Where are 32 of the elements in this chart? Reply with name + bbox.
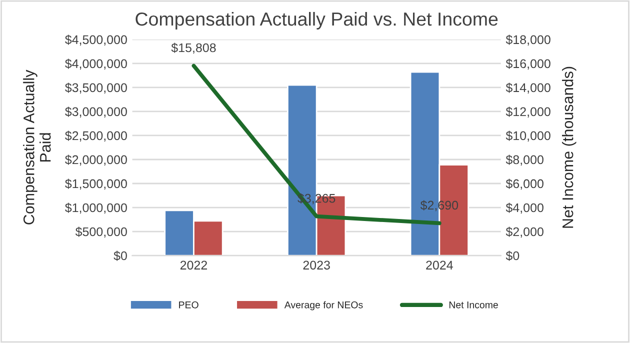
y2-axis-title: Net Income (thousands) xyxy=(562,66,576,228)
y2-tick-label: $6,000 xyxy=(506,178,544,190)
y-tick-label: $4,000,000 xyxy=(65,58,127,70)
y-tick-label: $3,000,000 xyxy=(65,106,127,118)
legend-label: Net Income xyxy=(449,302,498,308)
data-label: $15,808 xyxy=(171,42,216,54)
y-tick-label: $500,000 xyxy=(75,226,127,238)
data-label: $2,690 xyxy=(420,200,458,212)
y2-tick-label: $10,000 xyxy=(506,130,550,142)
y-axis-title: Compensation Actually Paid xyxy=(23,70,51,224)
y-tick-label: $1,500,000 xyxy=(65,178,127,190)
y-tick-label: $1,000,000 xyxy=(65,202,127,214)
y2-tick-label: $8,000 xyxy=(506,154,544,166)
y2-tick-label: $16,000 xyxy=(506,58,550,70)
x-tick-label: 2024 xyxy=(426,260,453,270)
chart-title: Compensation Actually Paid vs. Net Income xyxy=(136,12,498,30)
y2-tick-label: $14,000 xyxy=(506,82,550,94)
y-tick-label: $0 xyxy=(114,250,127,261)
x-tick-label: 2022 xyxy=(180,260,208,270)
data-label: $3,265 xyxy=(298,193,336,204)
y2-tick-label: $0 xyxy=(506,250,520,261)
y-tick-label: $3,500,000 xyxy=(65,82,127,94)
y-tick-label: $4,500,000 xyxy=(65,34,127,46)
legend-label: PEO xyxy=(179,301,198,308)
y-tick-label: $2,000,000 xyxy=(65,154,127,166)
y-tick-label: $2,500,000 xyxy=(65,130,127,142)
y2-tick-label: $4,000 xyxy=(506,202,544,214)
y2-tick-label: $18,000 xyxy=(506,34,550,46)
x-tick-label: 2023 xyxy=(303,260,330,270)
y2-tick-label: $12,000 xyxy=(506,106,550,118)
y2-tick-label: $2,000 xyxy=(506,226,544,238)
legend-label: Average for NEOs xyxy=(284,301,363,310)
